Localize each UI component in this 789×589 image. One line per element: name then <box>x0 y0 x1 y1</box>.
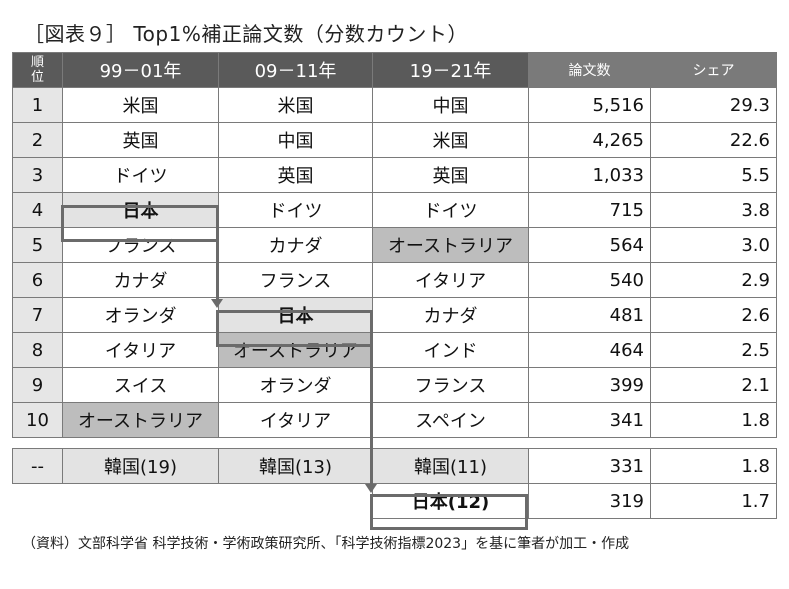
rank-cell: 4 <box>12 192 63 228</box>
header-papers: 論文数 <box>528 52 651 88</box>
country-cell: カナダ <box>372 297 529 333</box>
korea-row: -- 韓国(19) 韓国(13) 韓国(11) 331 1.8 <box>12 448 777 484</box>
rank-cell: 10 <box>12 402 63 438</box>
country-cell: オランダ <box>62 297 219 333</box>
source-note: （資料）文部科学省 科学技術・学術政策研究所、「科学技術指標2023」を基に筆者… <box>22 536 630 552</box>
arrow-head-icon <box>211 299 223 308</box>
table-row: 6 カナダ フランス イタリア 540 2.9 <box>12 262 777 298</box>
country-cell: ドイツ <box>372 192 529 228</box>
share-cell: 2.5 <box>650 332 777 368</box>
table-row: 9 スイス オランダ フランス 399 2.1 <box>12 367 777 403</box>
country-cell: フランス <box>218 262 373 298</box>
table-row: 10 オーストラリア イタリア スペイン 341 1.8 <box>12 402 777 438</box>
country-cell-japan: 日本 <box>218 297 373 333</box>
country-cell-korea: 韓国(11) <box>372 448 529 484</box>
table-spacer <box>13 438 777 449</box>
table-header-row: 順 位 99－01年 09－11年 19－21年 論文数 シェア <box>12 52 777 88</box>
country-cell: ドイツ <box>218 192 373 228</box>
rank-cell: 7 <box>12 297 63 333</box>
country-cell: 英国 <box>62 122 219 158</box>
share-cell: 1.8 <box>650 448 777 484</box>
header-period-2: 09－11年 <box>218 52 373 88</box>
header-period-1: 99－01年 <box>62 52 219 88</box>
papers-cell: 540 <box>528 262 651 298</box>
rank-cell: 6 <box>12 262 63 298</box>
country-cell: フランス <box>372 367 529 403</box>
rank-cell: 8 <box>12 332 63 368</box>
country-cell: 米国 <box>218 87 373 123</box>
table-row: 7 オランダ 日本 カナダ 481 2.6 <box>12 297 777 333</box>
country-cell: 英国 <box>218 157 373 193</box>
papers-cell: 331 <box>528 448 651 484</box>
papers-cell: 4,265 <box>528 122 651 158</box>
japan-highlight-box-3 <box>370 494 528 530</box>
papers-cell: 481 <box>528 297 651 333</box>
country-cell: イタリア <box>218 402 373 438</box>
share-cell: 1.8 <box>650 402 777 438</box>
share-cell: 3.8 <box>650 192 777 228</box>
japan-row: 日本(12) 319 1.7 <box>12 483 777 519</box>
papers-cell: 1,033 <box>528 157 651 193</box>
arrow-head-icon <box>365 484 377 493</box>
country-cell: オランダ <box>218 367 373 403</box>
share-cell: 1.7 <box>650 483 777 519</box>
ranking-table: 順 位 99－01年 09－11年 19－21年 論文数 シェア 1 米国 米国… <box>12 52 777 519</box>
country-cell: ドイツ <box>62 157 219 193</box>
country-cell: 中国 <box>218 122 373 158</box>
share-cell: 5.5 <box>650 157 777 193</box>
country-cell-australia: オーストラリア <box>62 402 219 438</box>
papers-cell: 5,516 <box>528 87 651 123</box>
country-cell: インド <box>372 332 529 368</box>
table-row: 3 ドイツ 英国 英国 1,033 5.5 <box>12 157 777 193</box>
rank-cell: 2 <box>12 122 63 158</box>
share-cell: 2.1 <box>650 367 777 403</box>
header-period-3: 19－21年 <box>372 52 529 88</box>
share-cell: 29.3 <box>650 87 777 123</box>
japan-highlight-box-2 <box>216 310 373 347</box>
papers-cell: 341 <box>528 402 651 438</box>
papers-cell: 564 <box>528 227 651 263</box>
country-cell: イタリア <box>372 262 529 298</box>
papers-cell: 464 <box>528 332 651 368</box>
figure-title: ［図表９］ Top1%補正論文数（分数カウント） <box>24 22 468 46</box>
rank-cell: 9 <box>12 367 63 403</box>
table-row: 4 日本 ドイツ ドイツ 715 3.8 <box>12 192 777 228</box>
papers-cell: 715 <box>528 192 651 228</box>
country-cell: 米国 <box>372 122 529 158</box>
country-cell: スイス <box>62 367 219 403</box>
share-cell: 2.6 <box>650 297 777 333</box>
papers-cell: 319 <box>528 483 651 519</box>
table-row: 8 イタリア オーストラリア インド 464 2.5 <box>12 332 777 368</box>
country-cell: イタリア <box>62 332 219 368</box>
header-share: シェア <box>650 52 777 88</box>
country-cell-australia: オーストラリア <box>372 227 529 263</box>
country-cell: カナダ <box>62 262 219 298</box>
country-cell: カナダ <box>218 227 373 263</box>
table-row: 1 米国 米国 中国 5,516 29.3 <box>12 87 777 123</box>
share-cell: 2.9 <box>650 262 777 298</box>
country-cell: 中国 <box>372 87 529 123</box>
country-cell-japan: 日本(12) <box>372 483 529 519</box>
table-row: 2 英国 中国 米国 4,265 22.6 <box>12 122 777 158</box>
share-cell: 22.6 <box>650 122 777 158</box>
trend-arrow-line-1 <box>216 242 219 302</box>
country-cell: 英国 <box>372 157 529 193</box>
country-cell-korea: 韓国(19) <box>62 448 219 484</box>
country-cell: スペイン <box>372 402 529 438</box>
rank-cell: 3 <box>12 157 63 193</box>
share-cell: 3.0 <box>650 227 777 263</box>
rank-cell: 1 <box>12 87 63 123</box>
papers-cell: 399 <box>528 367 651 403</box>
japan-highlight-box-1 <box>61 205 219 242</box>
header-rank: 順 位 <box>12 52 63 88</box>
trend-arrow-line-2 <box>370 347 373 487</box>
rank-cell: -- <box>12 448 63 484</box>
country-cell: 米国 <box>62 87 219 123</box>
table-row: 5 フランス カナダ オーストラリア 564 3.0 <box>12 227 777 263</box>
country-cell-korea: 韓国(13) <box>218 448 373 484</box>
rank-cell: 5 <box>12 227 63 263</box>
